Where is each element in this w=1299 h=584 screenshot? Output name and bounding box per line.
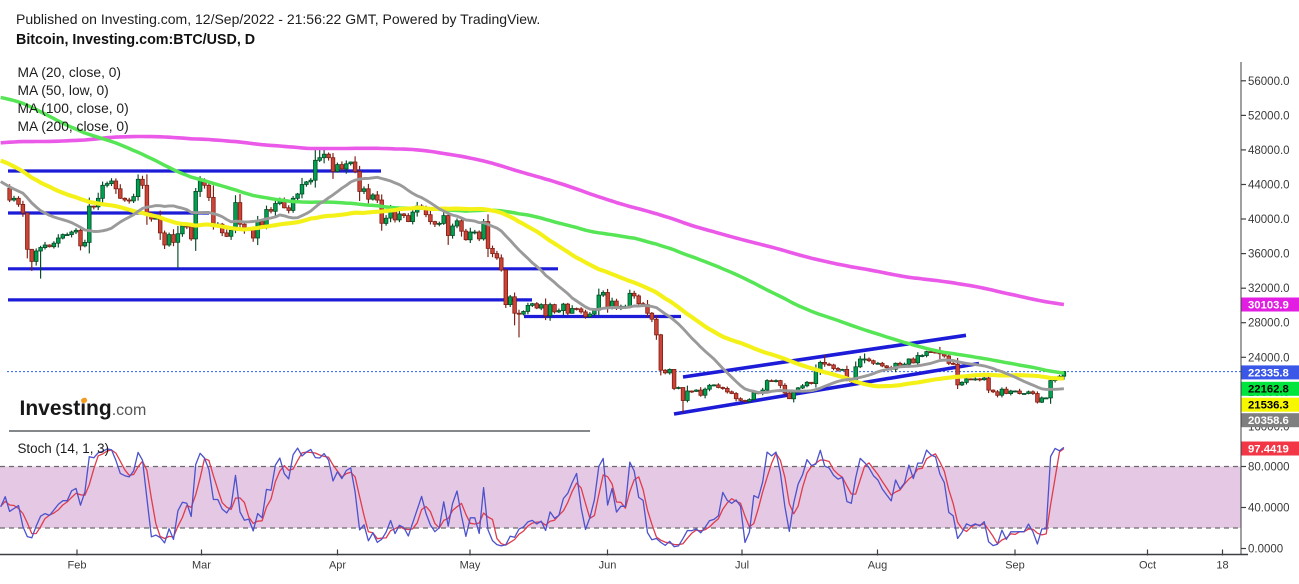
svg-text:24000.0: 24000.0 (1248, 352, 1290, 364)
svg-text:21536.3: 21536.3 (1248, 400, 1289, 412)
svg-text:Apr: Apr (329, 560, 346, 572)
svg-text:Aug: Aug (868, 560, 888, 572)
svg-text:52000.0: 52000.0 (1248, 110, 1290, 122)
svg-text:30103.9: 30103.9 (1248, 299, 1289, 311)
svg-text:32000.0: 32000.0 (1248, 283, 1290, 295)
svg-text:28000.0: 28000.0 (1248, 318, 1290, 330)
svg-text:Jun: Jun (599, 560, 617, 572)
svg-text:22335.8: 22335.8 (1248, 367, 1289, 379)
svg-text:Mar: Mar (192, 560, 211, 572)
svg-text:Oct: Oct (1139, 560, 1156, 572)
svg-text:20358.6: 20358.6 (1248, 415, 1289, 427)
svg-text:Sep: Sep (1005, 560, 1025, 572)
svg-text:80.0000: 80.0000 (1248, 462, 1290, 474)
svg-text:0.0000: 0.0000 (1248, 544, 1283, 556)
svg-text:18: 18 (1216, 560, 1228, 572)
svg-text:36000.0: 36000.0 (1248, 249, 1290, 261)
svg-text:Feb: Feb (68, 560, 87, 572)
svg-text:97.4419: 97.4419 (1248, 443, 1289, 455)
svg-text:40000.0: 40000.0 (1248, 214, 1290, 226)
svg-text:48000.0: 48000.0 (1248, 145, 1290, 157)
svg-text:22162.8: 22162.8 (1248, 384, 1289, 396)
svg-text:May: May (460, 560, 481, 572)
svg-text:Jul: Jul (735, 560, 749, 572)
svg-text:44000.0: 44000.0 (1248, 180, 1290, 192)
svg-text:56000.0: 56000.0 (1248, 76, 1290, 88)
svg-text:40.0000: 40.0000 (1248, 503, 1290, 515)
